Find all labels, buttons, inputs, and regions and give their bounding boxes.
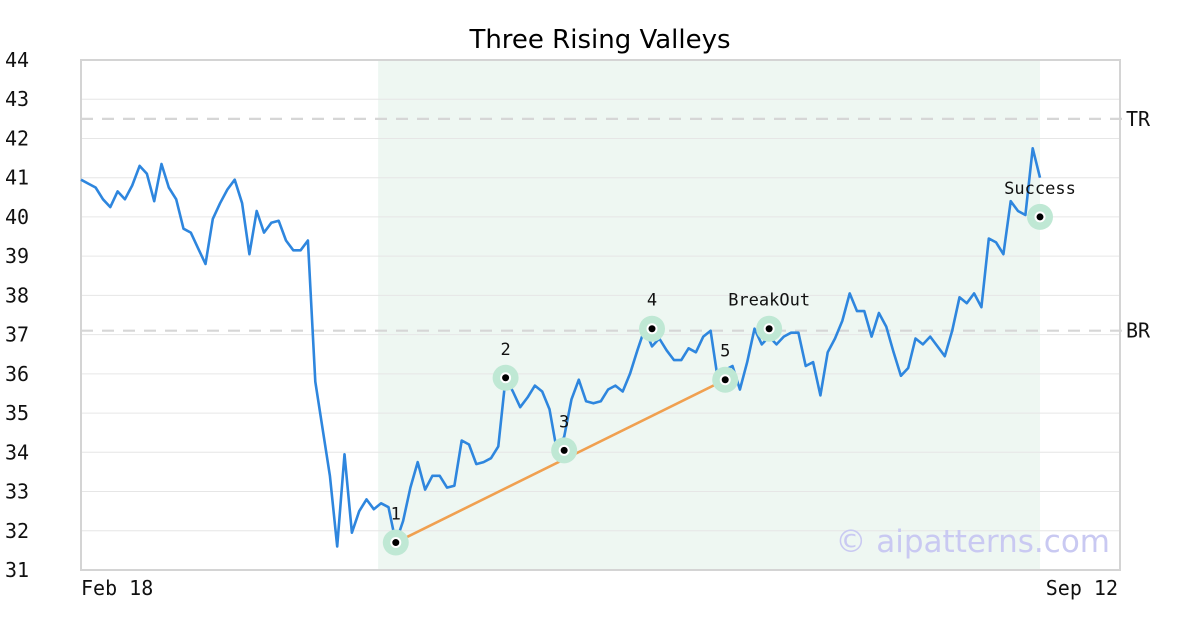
pattern-point-dot (721, 376, 729, 384)
pattern-point-dot (1036, 213, 1044, 221)
resistance-lines: TR BR (81, 107, 1151, 343)
resistance-label: TR (1126, 107, 1151, 131)
plot-frame (80, 59, 1121, 571)
y-tick-label: 42 (5, 126, 29, 150)
y-tick-label: 36 (5, 362, 29, 386)
pattern-point-dot (392, 539, 400, 547)
pattern-point-label: BreakOut (728, 291, 810, 311)
y-tick-label: 31 (5, 558, 29, 582)
y-axis-ticks: 31 32 33 34 35 36 37 38 39 40 41 42 43 44 (5, 48, 29, 582)
pattern-point-label: 3 (559, 412, 569, 432)
pattern-point: BreakOut (728, 291, 810, 342)
y-tick-label: 35 (5, 401, 29, 425)
pattern-point-label: Success (1004, 179, 1076, 199)
pattern-point-dot (765, 325, 773, 333)
pattern-point-dot (502, 374, 510, 382)
y-tick-label: 39 (5, 244, 29, 268)
pattern-point: 3 (551, 412, 578, 464)
pattern-point-dot (648, 325, 656, 333)
pattern-point: 5 (712, 342, 739, 393)
y-tick-label: 41 (5, 166, 29, 190)
pattern-point-dot (560, 446, 568, 454)
pattern-point-label: 1 (391, 505, 401, 525)
pattern-point: Success (1004, 179, 1076, 230)
pattern-point: 2 (492, 340, 519, 391)
y-tick-label: 32 (5, 519, 29, 543)
y-tick-label: 34 (5, 440, 29, 464)
y-tick-label: 44 (5, 48, 29, 72)
pattern-point: 1 (382, 505, 409, 556)
pattern-point: 4 (639, 291, 666, 342)
pattern-point-label: 2 (500, 340, 510, 360)
pattern-band (378, 60, 1041, 570)
y-tick-label: 38 (5, 283, 29, 307)
resistance-label: BR (1126, 319, 1151, 343)
chart-title: Three Rising Valleys (468, 25, 730, 55)
y-tick-label: 37 (5, 323, 29, 347)
y-tick-label: 33 (5, 480, 29, 504)
pattern-point-label: 5 (720, 342, 730, 362)
watermark: © aipatterns.com (835, 524, 1110, 560)
pattern-point-label: 4 (647, 291, 657, 311)
y-tick-label: 43 (5, 87, 29, 111)
pattern-points: 1 2 3 4 5 BreakOut Success (382, 179, 1076, 556)
x-start-label: Feb 18 (81, 576, 153, 600)
y-tick-label: 40 (5, 205, 29, 229)
x-end-label: Sep 12 (1046, 576, 1118, 600)
